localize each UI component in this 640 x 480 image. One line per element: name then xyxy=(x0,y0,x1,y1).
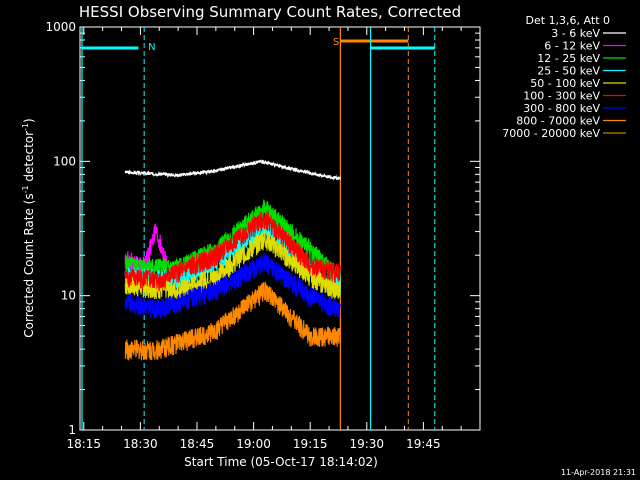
legend-label: 800 - 7000 keV xyxy=(516,115,600,128)
series-line xyxy=(124,199,341,287)
y-tick-label: 1 xyxy=(68,423,76,437)
plot-frame xyxy=(79,26,481,431)
x-axis-label: Start Time (05-Oct-17 18:14:02) xyxy=(184,455,378,469)
y-axis-label: Corrected Count Rate (s-1 detector-1) xyxy=(21,118,36,337)
x-tick-label: 18:15 xyxy=(66,437,101,451)
legend-label: 300 - 800 keV xyxy=(523,102,600,115)
legend-label: 25 - 50 keV xyxy=(537,65,600,78)
legend-label: 100 - 300 keV xyxy=(523,90,600,103)
series-line xyxy=(124,253,341,320)
series-group xyxy=(124,159,341,361)
chart-title: HESSI Observing Summary Count Rates, Cor… xyxy=(79,3,461,21)
y-tick-label: 1000 xyxy=(45,20,76,34)
x-tick-label: 19:00 xyxy=(236,437,271,451)
series-line xyxy=(124,159,341,181)
marker-label: S xyxy=(333,37,339,48)
x-tick-label: 19:30 xyxy=(349,437,384,451)
x-tick-label: 19:15 xyxy=(293,437,328,451)
legend-label: 12 - 25 keV xyxy=(537,52,600,65)
plot-border xyxy=(79,26,481,431)
x-tick-label: 18:45 xyxy=(180,437,215,451)
footer-timestamp: 11-Apr-2018 21:31 xyxy=(561,468,636,477)
legend-label: 6 - 12 keV xyxy=(544,40,600,53)
y-axis: 1 10 100 1000 xyxy=(45,20,480,437)
legend-title: Det 1,3,6, Att 0 xyxy=(526,14,610,27)
x-tick-label: 19:45 xyxy=(406,437,441,451)
marker-label: N xyxy=(148,42,155,53)
legend-label: 7000 - 20000 keV xyxy=(502,127,600,140)
series-line xyxy=(124,281,341,361)
y-tick-label: 10 xyxy=(61,289,76,303)
x-tick-label: 18:30 xyxy=(123,437,158,451)
legend-label: 50 - 100 keV xyxy=(530,77,600,90)
series-line xyxy=(124,211,341,292)
y-tick-label: 100 xyxy=(53,154,76,168)
x-axis: 18:15 18:30 18:45 19:00 19:15 19:30 19:45 xyxy=(66,27,462,451)
legend-label: 3 - 6 keV xyxy=(551,27,600,40)
